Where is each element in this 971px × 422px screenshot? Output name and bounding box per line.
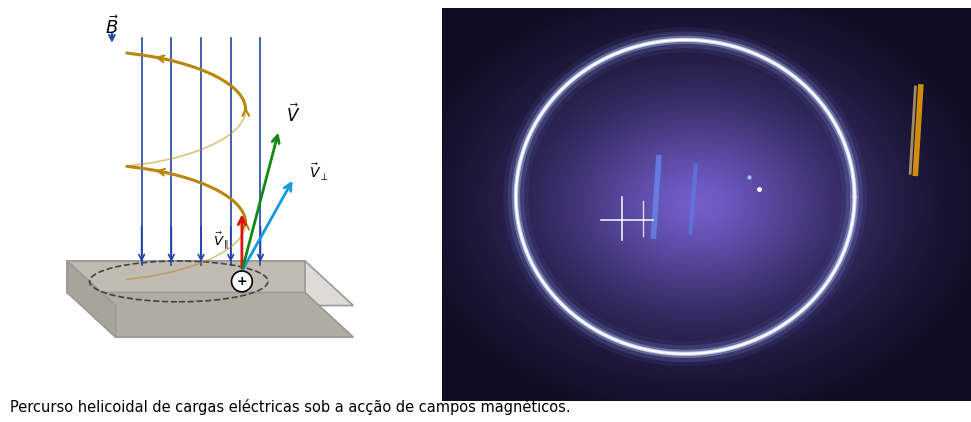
Text: $\vec{V}$: $\vec{V}$ <box>286 104 301 127</box>
Polygon shape <box>67 261 353 306</box>
Polygon shape <box>67 292 353 337</box>
Text: $\vec{V}_{\parallel}$: $\vec{V}_{\parallel}$ <box>214 231 230 252</box>
Text: +: + <box>237 275 248 288</box>
Text: $\vec{B}$: $\vec{B}$ <box>105 16 119 38</box>
Text: $\vec{V}_{\perp}$: $\vec{V}_{\perp}$ <box>309 162 328 183</box>
Circle shape <box>231 271 252 292</box>
Text: Percurso helicoidal de cargas eléctricas sob a acção de campos magnéticos.: Percurso helicoidal de cargas eléctricas… <box>10 399 570 415</box>
Polygon shape <box>67 261 305 292</box>
Polygon shape <box>67 261 116 337</box>
